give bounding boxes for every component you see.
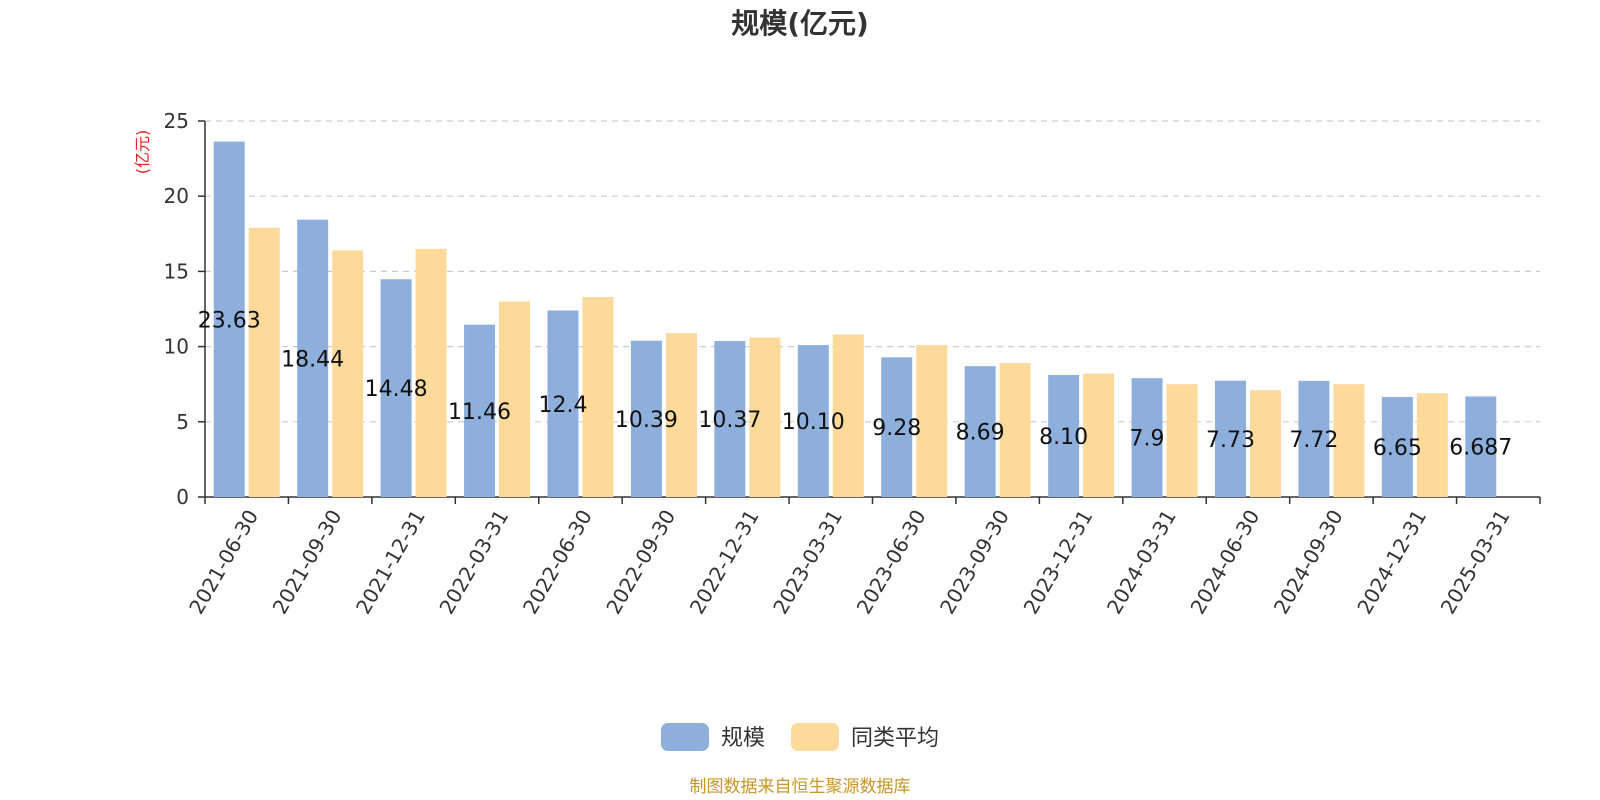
data-labels: 23.63 18.44 14.48 11.46 12.4 10.39 10.37 10.10 9… (198, 308, 1513, 461)
data-source-note: 制图数据来自恒生聚源数据库 (690, 777, 911, 797)
legend: 规模 同类平均 (661, 723, 939, 751)
x-tick-label: 2024-09-30 (1269, 506, 1348, 619)
bar-peer-average (582, 296, 614, 497)
data-label: 18.44 (281, 347, 344, 372)
bar-peer-average (1416, 393, 1448, 497)
bar-scale (630, 340, 662, 497)
bar-scale (1465, 396, 1497, 497)
bar-peer-average (1166, 384, 1198, 497)
bar-peer-average (1083, 373, 1115, 497)
bar-peer-average (415, 248, 447, 497)
x-tick-label: 2022-09-30 (601, 506, 680, 619)
bar-scale (1214, 380, 1246, 497)
legend-label: 规模 (721, 726, 765, 751)
y-tick-label: 0 (176, 485, 189, 509)
legend-label: 同类平均 (851, 726, 939, 751)
bar-scale (213, 141, 245, 497)
bar-peer-average (999, 363, 1031, 497)
x-tick-label: 2024-06-30 (1185, 506, 1264, 619)
bar-peer-average (248, 227, 280, 497)
bar-peer-average (665, 333, 697, 497)
data-label: 9.28 (872, 416, 921, 441)
x-tick-label: 2024-03-31 (1102, 506, 1181, 619)
x-tick-label: 2023-12-31 (1019, 506, 1098, 619)
y-tick-label: 10 (164, 335, 189, 359)
data-label: 23.63 (198, 308, 261, 333)
bar-scale (297, 219, 329, 497)
x-tick-label: 2021-12-31 (351, 506, 430, 619)
data-label: 11.46 (448, 400, 511, 425)
y-tick-label: 20 (164, 184, 189, 208)
bar-scale (1381, 396, 1413, 497)
data-label: 10.37 (698, 408, 761, 433)
y-tick-label: 25 (164, 109, 189, 133)
bars (213, 141, 1497, 497)
x-tick-label: 2024-12-31 (1352, 506, 1431, 619)
x-tick-label: 2021-06-30 (184, 506, 263, 619)
bar-scale (1131, 378, 1163, 497)
bar-peer-average (832, 334, 864, 497)
legend-swatch (661, 723, 709, 751)
bar-peer-average (1333, 384, 1365, 497)
bar-scale (380, 279, 412, 497)
bar-scale (797, 345, 829, 497)
bar-scale (1298, 380, 1330, 497)
data-label: 10.39 (615, 408, 678, 433)
y-axis-unit-label: (亿元) (133, 130, 152, 175)
x-tick-label: 2022-03-31 (434, 506, 513, 619)
bar-scale (714, 341, 746, 497)
data-label: 7.9 (1130, 427, 1165, 452)
legend-swatch (791, 723, 839, 751)
bar-peer-average (916, 345, 948, 497)
data-label: 6.687 (1449, 436, 1512, 461)
x-tick-label: 2022-12-31 (685, 506, 764, 619)
bar-scale (547, 310, 579, 497)
bar-peer-average (1249, 390, 1281, 497)
x-tick-label: 2021-09-30 (268, 506, 347, 619)
bar-scale (1048, 375, 1080, 497)
bar-peer-average (499, 301, 531, 497)
data-label: 12.4 (538, 393, 587, 418)
y-tick-label: 15 (164, 259, 189, 283)
chart-title: 规模(亿元) (731, 7, 869, 40)
bar-scale (881, 357, 913, 497)
data-label: 7.72 (1289, 428, 1338, 453)
data-label: 8.10 (1039, 425, 1088, 450)
bar-peer-average (749, 337, 781, 497)
x-tick-label: 2023-06-30 (852, 506, 931, 619)
data-label: 10.10 (782, 410, 845, 435)
x-tick-label: 2025-03-31 (1436, 506, 1515, 619)
bar-scale (964, 366, 996, 497)
x-tick-label: 2023-09-30 (935, 506, 1014, 619)
bar-scale (464, 324, 496, 497)
data-label: 14.48 (365, 377, 428, 402)
x-tick-label: 2022-06-30 (518, 506, 597, 619)
data-label: 7.73 (1206, 428, 1255, 453)
x-tick-label: 2023-03-31 (768, 506, 847, 619)
data-label: 8.69 (956, 421, 1005, 446)
data-label: 6.65 (1373, 436, 1422, 461)
bar-peer-average (332, 250, 364, 497)
y-tick-label: 5 (176, 410, 189, 434)
